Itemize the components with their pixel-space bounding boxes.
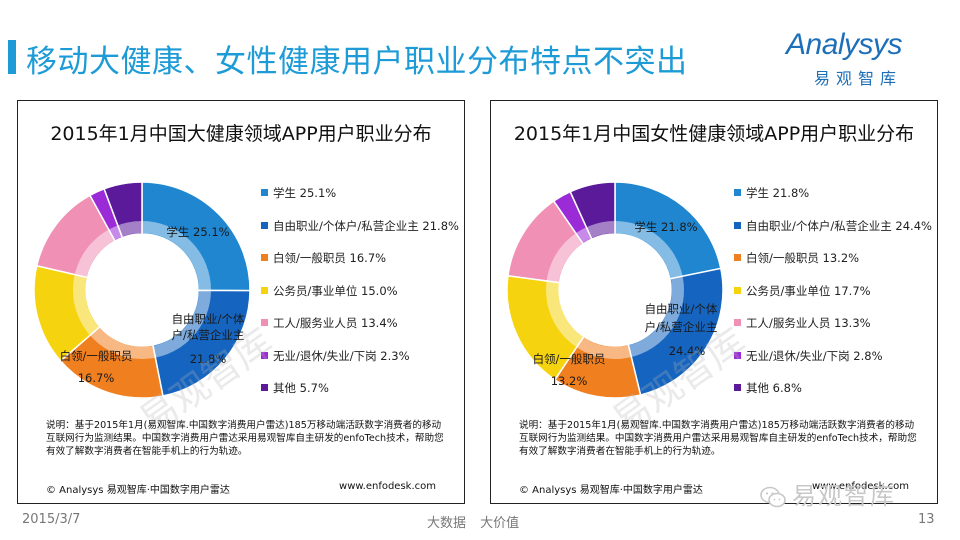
slide-tagline: 大数据 大价值 xyxy=(427,516,520,531)
donut-chart-female-health: 学生 21.8% 自由职业/个体户/私营企业主 24.4% 白领/一般职员 13.2% xyxy=(506,181,724,399)
page-number: 13 xyxy=(918,512,935,527)
donut-slice-6 xyxy=(103,181,143,239)
legend-label: 自由职业/个体户/私营企业主 21.8% xyxy=(273,218,459,233)
wechat-icon xyxy=(760,486,786,508)
logo-wordmark: Analysys xyxy=(786,28,903,61)
donut-inner-ring xyxy=(73,221,211,359)
slice-data-label: 学生 25.1% xyxy=(166,225,229,239)
legend-item: 无业/退休/失业/下岗 2.8% xyxy=(734,348,883,366)
legend-swatch xyxy=(261,351,268,359)
donut-slice-6 xyxy=(569,181,616,241)
legend-swatch xyxy=(261,189,268,196)
legend-item: 工人/服务业人员 13.3% xyxy=(734,315,871,333)
slice-data-label: 21.8% xyxy=(190,352,227,366)
chart-panel-female-health: 2015年1月中国女性健康领域APP用户职业分布 学生 21.8% 自由职业/个体… xyxy=(490,100,938,504)
donut-slice-0 xyxy=(614,181,722,280)
legend-label: 白领/一般职员 16.7% xyxy=(273,251,387,265)
chart-panel-big-health: 2015年1月中国大健康领域APP用户职业分布 学生 25.1% 自由职业/个体户… xyxy=(17,100,465,504)
slice-data-label: 13.2% xyxy=(551,374,588,388)
legend-swatch xyxy=(734,254,741,261)
legend-item: 其他 5.7% xyxy=(261,380,329,398)
slice-data-label: 24.4% xyxy=(669,344,706,358)
chart-note: 说明：基于2015年1月(易观智库.中国数字消费用户雷达)185万移动端活跃数字… xyxy=(519,420,917,457)
chart-url: www.enfodesk.com xyxy=(812,481,909,492)
legend-label: 白领/一般职员 13.2% xyxy=(746,251,860,265)
legend-swatch xyxy=(261,221,268,229)
legend-label: 无业/退休/失业/下岗 2.8% xyxy=(746,348,883,363)
legend-swatch xyxy=(261,254,268,261)
legend-item: 无业/退休/失业/下岗 2.3% xyxy=(261,348,410,366)
legend-item: 自由职业/个体户/私营企业主 24.4% xyxy=(734,218,932,236)
legend-item: 自由职业/个体户/私营企业主 21.8% xyxy=(261,218,459,236)
legend-label: 公务员/事业单位 15.0% xyxy=(273,283,398,298)
donut-slice-1 xyxy=(627,267,724,396)
legend-label: 工人/服务业人员 13.4% xyxy=(273,316,398,330)
legend-label: 学生 21.8% xyxy=(746,186,810,200)
slice-data-label: 白领/一般职员 xyxy=(60,349,133,363)
legend-label: 其他 5.7% xyxy=(273,381,329,395)
legend-item: 公务员/事业单位 17.7% xyxy=(734,283,871,301)
legend-swatch xyxy=(261,319,268,326)
legend-label: 学生 25.1% xyxy=(273,186,337,200)
legend-label: 工人/服务业人员 13.3% xyxy=(746,316,871,330)
legend-swatch xyxy=(734,351,741,359)
chart-note: 说明：基于2015年1月(易观智库.中国数字消费用户雷达)185万移动端活跃数字… xyxy=(46,420,444,457)
legend-label: 自由职业/个体户/私营企业主 24.4% xyxy=(746,218,932,233)
donut-slice-0 xyxy=(141,181,251,292)
slide-title: 移动大健康、女性健康用户职业分布特点不突出 xyxy=(26,44,688,80)
chart-source: © Analysys 易观智库·中国数字用户雷达 xyxy=(519,485,703,496)
slice-data-label: 白领/一般职员 xyxy=(533,352,606,366)
donut-inner-ring xyxy=(546,221,684,359)
analysys-logo: Analysys 易观智库 xyxy=(786,28,936,88)
slice-data-label: 户/私营企业主 xyxy=(172,328,245,342)
title-accent-bar xyxy=(8,40,16,74)
legend-swatch xyxy=(734,189,741,196)
slide-date: 2015/3/7 xyxy=(22,512,81,527)
wechat-account: 易观智库 xyxy=(792,482,896,510)
slice-data-label: 学生 21.8% xyxy=(634,220,697,234)
donut-slice-1 xyxy=(151,289,251,397)
chart-source: © Analysys 易观智库·中国数字用户雷达 xyxy=(46,485,230,496)
legend-item: 其他 6.8% xyxy=(734,380,802,398)
legend-item: 白领/一般职员 13.2% xyxy=(734,250,859,268)
legend-swatch xyxy=(261,286,268,294)
legend-item: 公务员/事业单位 15.0% xyxy=(261,283,398,301)
donut-chart-big-health: 学生 25.1% 自由职业/个体户/私营企业主 21.8% 白领/一般职员 16.7% xyxy=(33,181,251,399)
legend-swatch xyxy=(734,319,741,326)
legend-item: 白领/一般职员 16.7% xyxy=(261,250,386,268)
slice-data-label: 16.7% xyxy=(78,371,115,385)
chart-title: 2015年1月中国女性健康领域APP用户职业分布 xyxy=(513,123,915,145)
slice-data-label: 自由职业/个体 xyxy=(645,302,718,316)
legend-swatch xyxy=(734,384,741,391)
legend-item: 学生 25.1% xyxy=(261,185,336,203)
legend-item: 工人/服务业人员 13.4% xyxy=(261,315,398,333)
slice-data-label: 户/私营企业主 xyxy=(645,320,718,334)
chart-url: www.enfodesk.com xyxy=(339,481,436,492)
wechat-watermark: 易观智库 xyxy=(760,476,896,511)
legend-swatch xyxy=(734,286,741,294)
legend-swatch xyxy=(261,384,268,391)
logo-chinese: 易观智库 xyxy=(814,69,903,88)
legend-label: 其他 6.8% xyxy=(746,381,802,395)
legend-label: 无业/退休/失业/下岗 2.3% xyxy=(273,348,410,363)
slice-data-label: 自由职业/个体 xyxy=(172,312,245,326)
legend-swatch xyxy=(734,221,741,229)
legend-label: 公务员/事业单位 17.7% xyxy=(746,283,871,298)
legend-item: 学生 21.8% xyxy=(734,185,809,203)
chart-title: 2015年1月中国大健康领域APP用户职业分布 xyxy=(50,123,432,145)
